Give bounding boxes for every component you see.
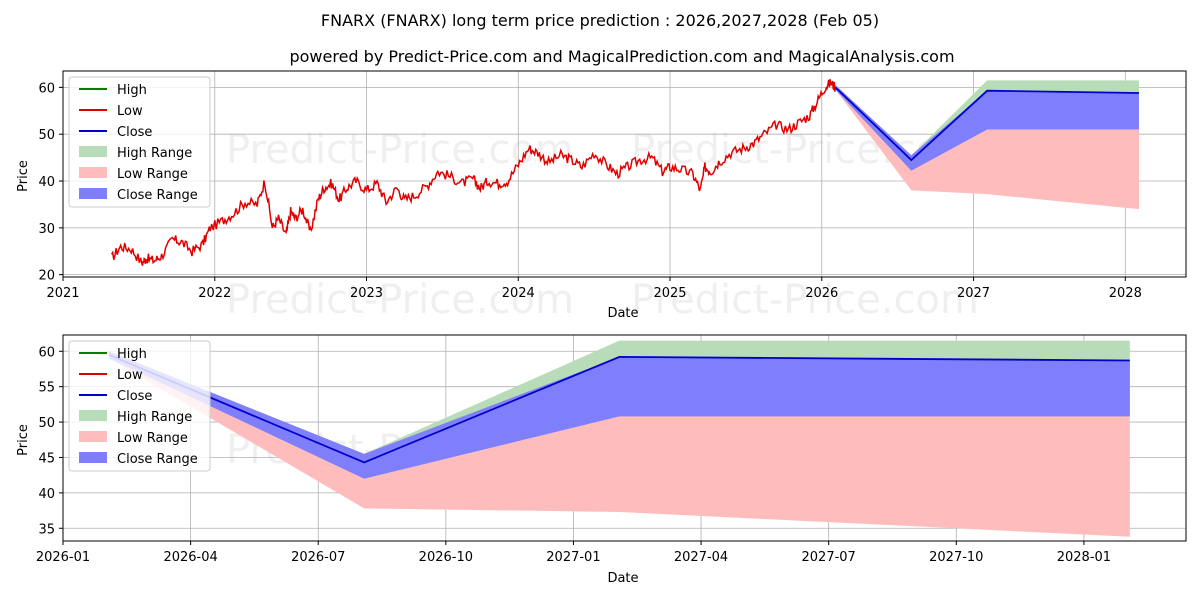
history-low-line [110,79,837,266]
x-tick-label: 2027-10 [929,550,983,565]
upper-x-axis-label: Date [607,306,638,321]
upper-panel: Predict-Price.com Predict-Price.comPredic… [38,70,1187,323]
close-range-band [835,85,1139,171]
legend: High Low Close High Range Low Range Close Ran… [68,340,211,472]
legend-label: Close Range [117,188,198,203]
x-tick-label: 2028 [1109,286,1142,301]
lower-y-axis-label: Price [16,424,31,456]
legend-label: Low Range [117,431,188,446]
low-range-band [835,89,1139,210]
x-tick-label: 2027-07 [802,550,856,565]
y-tick-label: 20 [38,269,55,284]
legend: High Low Close High Range Low Range Close Ran… [68,76,211,208]
x-tick-label: 2021 [46,286,79,301]
x-tick-label: 2026-04 [163,550,217,565]
legend-label: Low [117,368,143,383]
legend-label: High Range [117,146,192,161]
close-range-band [108,351,1130,479]
x-tick-label: 2024 [502,286,535,301]
close-prediction-line [834,86,1140,162]
x-tick-label: 2026 [805,286,838,301]
x-tick-label: 2026-01 [36,550,90,565]
legend-swatch [79,167,107,178]
y-tick-label: 35 [38,522,55,537]
x-tick-label: 2026-10 [419,550,473,565]
watermark-text: Predict-Price.com [226,277,574,323]
legend-label: Low Range [117,167,188,182]
low-range-band [108,358,1130,537]
lower-x-axis-label: Date [607,571,638,586]
legend-label: Close Range [117,452,198,467]
x-tick-label: 2027 [957,286,990,301]
legend-swatch [79,431,107,442]
legend-swatch [79,410,107,421]
legend-swatch [79,146,107,157]
legend-swatch [79,452,107,463]
legend-label: Close [117,125,152,140]
legend-label: Low [117,104,143,119]
chart-title: FNARX (FNARX) long term price prediction… [321,11,879,30]
legend-label: High [117,347,147,362]
plot-area [110,79,1140,266]
x-tick-label: 2022 [198,286,231,301]
lower-panel: Predict-Price.comPredict-Price.com2026-0… [36,334,1187,565]
watermark-text: Predict-Price.com [631,277,979,323]
plot-area [108,340,1130,537]
y-tick-label: 50 [38,416,55,431]
legend-label: Close [117,389,152,404]
x-tick-label: 2025 [653,286,686,301]
y-tick-label: 60 [38,345,55,360]
legend-label: High [117,83,147,98]
x-tick-label: 2026-07 [291,550,345,565]
chart-subtitle: powered by Predict-Price.com and Magical… [289,47,954,66]
legend-swatch [79,188,107,199]
axes-frame [62,334,1187,542]
y-tick-label: 55 [38,381,55,396]
y-tick-label: 30 [38,222,55,237]
x-tick-label: 2028-01 [1057,550,1111,565]
y-tick-label: 45 [38,451,55,466]
legend-label: High Range [117,410,192,425]
y-tick-label: 50 [38,128,55,143]
close-prediction-line [108,353,1130,464]
y-tick-label: 60 [38,81,55,96]
upper-y-axis-label: Price [16,160,31,192]
y-tick-label: 40 [38,175,55,190]
axes-frame [62,70,1187,278]
x-tick-label: 2027-01 [546,550,600,565]
x-tick-label: 2027-04 [674,550,728,565]
y-tick-label: 40 [38,487,55,502]
x-tick-label: 2023 [350,286,383,301]
upper-axis-titles: Date Price Date Price [16,160,639,586]
